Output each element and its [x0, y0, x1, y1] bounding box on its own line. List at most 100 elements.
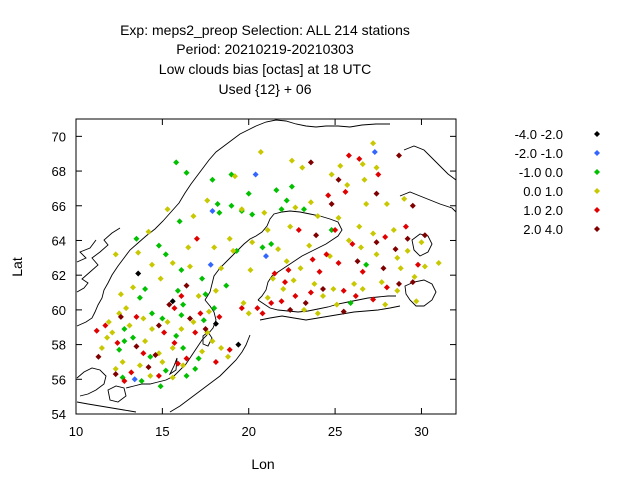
data-point-series-5 — [171, 305, 178, 312]
data-point-series-3 — [159, 315, 166, 322]
x-axis: 10 15 20 25 30 — [69, 119, 429, 439]
data-point-series-4 — [328, 171, 335, 178]
data-point-series-4 — [180, 362, 187, 369]
data-point-series-3 — [199, 275, 206, 282]
data-point-series-3 — [147, 353, 154, 360]
data-point-series-5 — [323, 251, 330, 258]
data-point-series-2 — [252, 171, 259, 178]
data-point-series-6 — [183, 282, 190, 289]
legend-marker — [594, 150, 600, 156]
data-point-series-6 — [373, 239, 380, 246]
data-point-series-4 — [149, 325, 155, 332]
data-point-series-6 — [354, 258, 361, 265]
data-point-series-4 — [261, 209, 268, 216]
data-point-series-3 — [195, 355, 202, 362]
data-point-series-5 — [133, 313, 140, 320]
data-point-series-4 — [361, 176, 368, 183]
data-point-series-5 — [342, 188, 349, 195]
data-point-series-6 — [328, 201, 335, 208]
data-point-series-3 — [121, 338, 128, 345]
y-tick-label: 60 — [52, 303, 66, 318]
data-point-series-4 — [421, 263, 428, 270]
data-point-series-4 — [358, 244, 364, 251]
data-point-series-6 — [421, 232, 428, 239]
data-point-series-4 — [404, 247, 411, 254]
data-point-series-4 — [119, 358, 126, 365]
data-point-series-5 — [102, 322, 109, 329]
data-point-series-5 — [114, 339, 121, 346]
data-point-series-6 — [145, 364, 152, 371]
data-point-series-5 — [192, 329, 199, 336]
data-point-series-6 — [202, 325, 209, 332]
data-point-series-4 — [169, 374, 176, 381]
data-point-series-4 — [370, 230, 377, 237]
data-point-series-4 — [359, 161, 366, 168]
data-point-series-6 — [409, 279, 416, 286]
data-point-series-3 — [245, 190, 252, 197]
data-point-series-5 — [140, 350, 147, 357]
data-point-series-2 — [371, 148, 378, 155]
data-point-series-4 — [231, 173, 238, 180]
data-point-series-6 — [302, 299, 309, 306]
data-point-series-6 — [287, 306, 294, 313]
data-point-series-4 — [249, 239, 256, 246]
data-point-series-3 — [283, 197, 290, 204]
data-point-series-6 — [392, 246, 399, 253]
data-point-series-5 — [335, 260, 342, 267]
data-point-series-4 — [394, 254, 401, 261]
data-point-series-3 — [216, 209, 223, 216]
data-point-series-3 — [278, 206, 285, 213]
data-point-series-4 — [109, 329, 116, 336]
data-point-series-5 — [121, 378, 128, 385]
data-point-series-5 — [402, 223, 409, 230]
data-point-series-4 — [140, 315, 147, 322]
data-point-series-5 — [370, 296, 377, 303]
x-tick-label: 15 — [155, 424, 169, 439]
data-point-series-3 — [173, 159, 180, 166]
data-point-series-4 — [390, 227, 397, 234]
data-point-series-4 — [178, 325, 185, 332]
data-point-series-1 — [235, 341, 242, 348]
data-point-series-4 — [105, 319, 112, 326]
data-point-series-6 — [404, 235, 411, 242]
legend: -4.0 -2.0 -2.0 -1.0 -1.0 0.0 0.0 1.0 1.0 2.0… — [515, 127, 600, 237]
data-point-series-2 — [209, 207, 216, 214]
data-point-series-4 — [351, 280, 358, 287]
data-point-series-4 — [123, 305, 130, 312]
data-point-series-3 — [347, 299, 354, 306]
data-point-series-5 — [309, 256, 316, 263]
data-point-series-3 — [136, 294, 143, 301]
data-point-series-4 — [314, 310, 321, 317]
data-point-series-4 — [195, 293, 202, 299]
data-point-series-6 — [112, 371, 119, 378]
legend-marker — [594, 131, 600, 137]
data-point-series-4 — [104, 334, 111, 341]
data-point-series-3 — [192, 365, 199, 372]
data-point-series-4 — [394, 287, 401, 294]
data-point-series-4 — [226, 235, 233, 242]
data-point-series-3 — [288, 183, 295, 190]
data-point-series-3 — [228, 202, 235, 209]
data-point-series-4 — [225, 353, 231, 360]
data-point-series-5 — [193, 235, 200, 242]
data-point-series-1 — [212, 320, 219, 327]
data-point-series-3 — [183, 169, 190, 176]
y-tick-label: 62 — [52, 268, 66, 283]
data-point-series-6 — [409, 202, 416, 209]
data-point-series-2 — [207, 261, 214, 268]
data-point-series-3 — [173, 332, 180, 339]
data-point-series-4 — [314, 213, 321, 220]
data-point-series-3 — [174, 287, 181, 294]
data-point-series-4 — [240, 299, 247, 306]
y-tick-label: 68 — [52, 164, 66, 179]
data-point-series-4 — [382, 301, 389, 308]
data-point-series-5 — [295, 227, 302, 234]
data-point-series-6 — [152, 352, 159, 358]
data-point-series-4 — [117, 291, 124, 298]
data-point-series-2 — [263, 253, 269, 260]
data-point-series-4 — [169, 345, 176, 352]
data-point-series-4 — [344, 181, 351, 188]
title-line-3: Low clouds bias [octas] at 18 UTC — [159, 61, 371, 77]
data-point-series-6 — [95, 353, 102, 360]
